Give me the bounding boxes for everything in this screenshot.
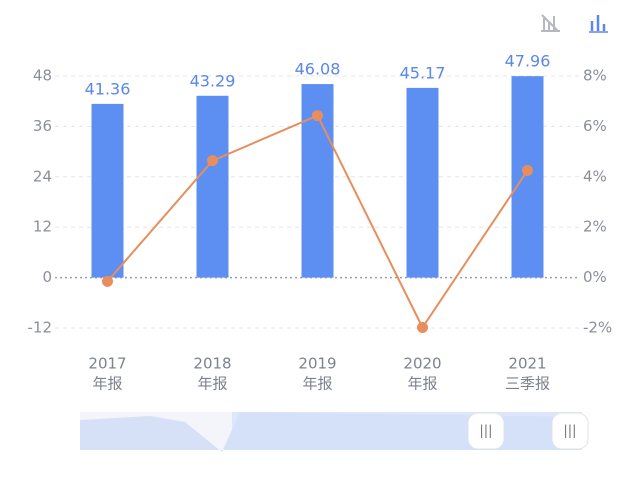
x-tick-label: 2017: [88, 355, 126, 373]
bar: [91, 103, 124, 278]
y-tick-label: -12: [28, 319, 53, 337]
y2-tick-label: 8%: [583, 67, 607, 85]
x-tick-label: 年报: [197, 375, 227, 393]
y-tick-label: 12: [33, 218, 52, 236]
x-tick-label: 年报: [407, 375, 437, 393]
value-label: 47.96: [505, 52, 551, 71]
svg-text:|||: |||: [479, 424, 492, 439]
y-tick-label: 48: [33, 67, 52, 85]
x-tick-label: 2020: [403, 355, 441, 373]
range-slider[interactable]: ||| |||: [80, 412, 589, 452]
point: [102, 275, 113, 287]
x-tick-label: 三季报: [505, 375, 550, 393]
y2-tick-label: 4%: [583, 167, 607, 185]
y-tick-label: 36: [33, 117, 52, 135]
point: [312, 110, 323, 122]
value-label: 45.17: [400, 63, 446, 82]
value-label: 43.29: [190, 71, 236, 90]
y2-tick-label: 0%: [583, 268, 607, 286]
bar: [511, 76, 544, 278]
y2-tick-label: 6%: [583, 117, 607, 135]
x-tick-label: 年报: [302, 375, 332, 393]
point: [417, 321, 428, 333]
y2-tick-label: 2%: [583, 218, 607, 236]
y-tick-label: 0: [42, 268, 52, 286]
value-label: 46.08: [295, 60, 341, 79]
y2-tick-label: -2%: [583, 319, 612, 337]
svg-text:|||: |||: [563, 424, 576, 439]
value-label: 41.36: [85, 79, 131, 98]
x-tick-label: 年报: [92, 375, 122, 393]
bar: [196, 95, 229, 278]
x-tick-label: 2021: [508, 355, 546, 373]
point: [207, 155, 218, 167]
y-tick-label: 24: [33, 167, 52, 185]
point: [522, 165, 533, 176]
bar: [406, 87, 439, 278]
x-tick-label: 2019: [298, 355, 336, 373]
x-tick-label: 2018: [193, 355, 231, 373]
toolbar[interactable]: [541, 14, 608, 33]
